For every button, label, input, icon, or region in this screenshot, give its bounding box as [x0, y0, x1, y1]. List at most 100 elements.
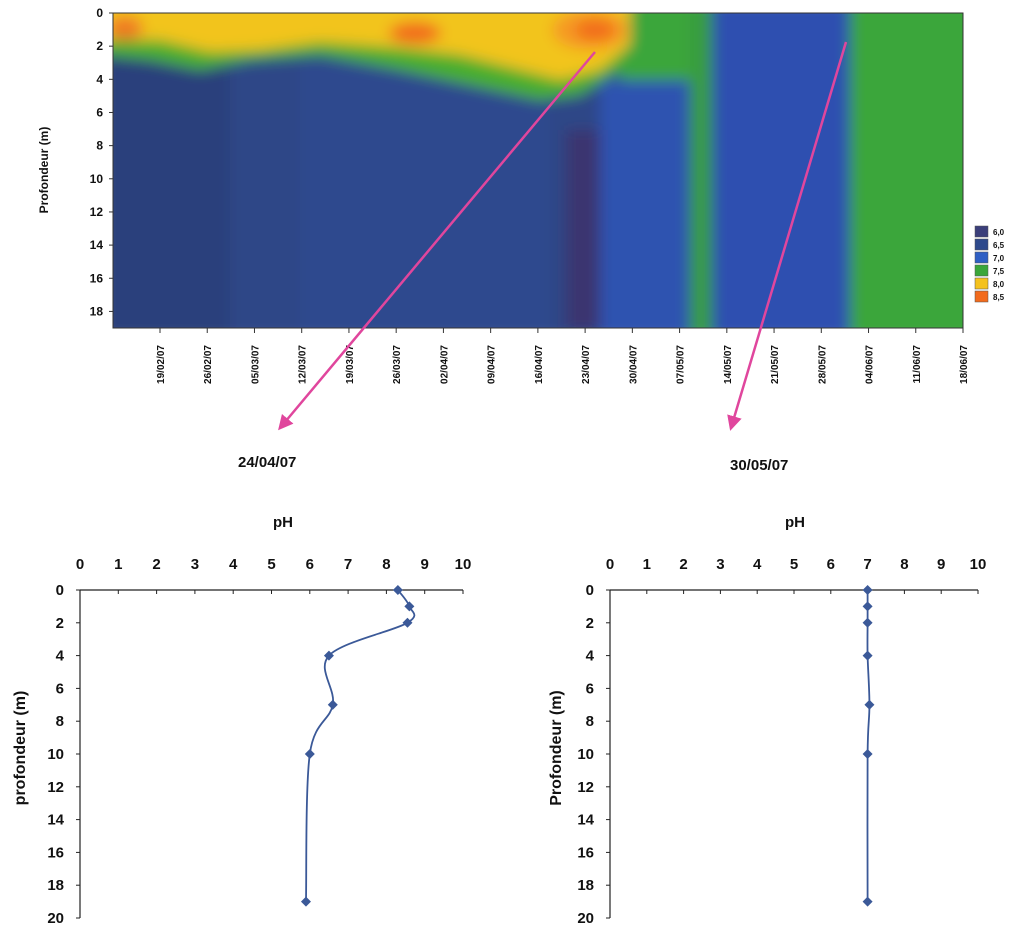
profile-1-y-label: profondeur (m) [12, 691, 29, 806]
annotation-date-1: 24/04/07 [238, 454, 296, 471]
profile-data-point [862, 896, 873, 907]
heatmap-y-tick-label: 2 [96, 39, 103, 53]
heatmap-x-tick-label: 30/04/07 [628, 345, 639, 384]
heatmap-y-tick-label: 4 [96, 72, 103, 86]
heatmap-y-tick-label: 0 [96, 6, 103, 20]
profile-x-tick-label: 6 [306, 556, 314, 573]
annotation-date-2: 30/05/07 [730, 457, 788, 474]
profile-y-tick-label: 8 [56, 713, 64, 730]
legend-swatch [974, 225, 989, 238]
profile-data-point [862, 650, 873, 661]
profile-x-tick-label: 6 [827, 556, 835, 573]
profile-x-tick-label: 4 [229, 556, 238, 573]
profile-y-tick-label: 12 [47, 779, 64, 796]
profile-x-tick-label: 1 [114, 556, 122, 573]
profile-x-tick-label: 1 [643, 556, 651, 573]
profile-x-tick-label: 8 [382, 556, 390, 573]
profile-y-tick-label: 2 [56, 615, 64, 632]
profile-y-tick-label: 12 [577, 779, 594, 796]
legend-label: 7,0 [993, 254, 1005, 263]
profile-y-tick-label: 10 [47, 746, 64, 763]
profile-data-point [304, 749, 315, 759]
heatmap-y-tick-label: 12 [90, 205, 104, 219]
legend-label: 8,5 [993, 293, 1005, 302]
profile-y-tick-label: 20 [47, 910, 64, 927]
profile-1-x-title: pH [273, 514, 293, 531]
profile-data-point [862, 749, 873, 759]
profile-x-tick-label: 10 [455, 556, 472, 573]
legend-label: 8,0 [993, 280, 1005, 289]
legend-swatch [974, 277, 989, 290]
profile-x-tick-label: 9 [937, 556, 945, 573]
heatmap-y-tick-label: 16 [90, 271, 104, 285]
heatmap-x-tick-label: 19/03/07 [345, 345, 356, 384]
heatmap-x-tick-label: 11/06/07 [912, 345, 923, 384]
profile-data-point [402, 617, 413, 628]
profile-x-tick-label: 5 [790, 556, 798, 573]
profile-data-point [862, 617, 873, 628]
heatmap-y-tick-label: 10 [90, 172, 104, 186]
heatmap-axes: 0 2 4 6 8 10 12 14 16 18 19/02/07 26/02/07 05/03/07 1… [90, 6, 970, 384]
heatmap-x-tick-label: 26/03/07 [392, 345, 403, 384]
profile-x-tick-label: 10 [970, 556, 987, 573]
profile-y-tick-label: 10 [577, 746, 594, 763]
heatmap-y-label: Profondeur (m) [37, 127, 51, 214]
profile-data-point [392, 585, 403, 595]
heatmap-x-tick-label: 02/04/07 [439, 345, 450, 384]
heatmap-x-tick-label: 05/03/07 [250, 345, 261, 384]
profile-x-tick-label: 9 [421, 556, 429, 573]
profile-y-tick-label: 0 [56, 582, 64, 599]
heatmap-legend: 6,0 6,5 7,0 7,5 8,0 8,5 [974, 225, 1005, 303]
profile-y-tick-label: 14 [47, 812, 64, 829]
profile-y-tick-label: 14 [577, 812, 594, 829]
profile-y-tick-label: 18 [577, 877, 594, 894]
heatmap-x-tick-label: 16/04/07 [534, 345, 545, 384]
profile-x-tick-label: 4 [753, 556, 762, 573]
heatmap-chart: 0 2 4 6 8 10 12 14 16 18 19/02/07 26/02/07 05/03/07 1… [37, 6, 1005, 474]
legend-swatch [974, 264, 989, 277]
profile-2-x-title: pH [785, 514, 805, 531]
heatmap-x-tick-label: 07/05/07 [676, 345, 687, 384]
heatmap-y-tick-label: 18 [90, 304, 104, 318]
profile-y-tick-label: 18 [47, 877, 64, 894]
legend-swatch [974, 251, 989, 264]
heatmap-x-tick-label: 21/05/07 [770, 345, 781, 384]
profile-2-y-label: Profondeur (m) [548, 690, 565, 806]
profile-data-point [862, 585, 873, 595]
heatmap-x-tick-label: 23/04/07 [581, 345, 592, 384]
heatmap-surface [113, 13, 963, 328]
legend-label: 6,0 [993, 228, 1005, 237]
profile-y-tick-label: 6 [586, 680, 594, 697]
profile-x-tick-label: 3 [716, 556, 724, 573]
heatmap-y-tick-label: 14 [90, 238, 104, 252]
profile-data-point [300, 896, 311, 907]
profile-y-tick-label: 6 [56, 680, 64, 697]
heatmap-x-tick-label: 28/05/07 [817, 345, 828, 384]
heatmap-x-tick-label: 26/02/07 [203, 345, 214, 384]
heatmap-y-tick-label: 6 [96, 105, 103, 119]
profile-x-tick-label: 7 [863, 556, 871, 573]
profile-data-point [327, 699, 338, 710]
profile-y-tick-label: 16 [47, 844, 64, 861]
profile-x-tick-label: 5 [267, 556, 275, 573]
legend-label: 6,5 [993, 241, 1005, 250]
profile-y-tick-label: 8 [586, 713, 594, 730]
profile-data-point [323, 650, 334, 661]
profile-x-tick-label: 2 [152, 556, 160, 573]
profile-data-point [864, 699, 875, 710]
profile-x-tick-label: 0 [76, 556, 84, 573]
heatmap-y-tick-label: 8 [96, 139, 103, 153]
profile-y-tick-label: 4 [586, 648, 595, 665]
profile-data-point [862, 601, 873, 612]
ph-profile-chart-1: pH profondeur (m) 0 1 2 3 4 5 6 7 8 9 100246810121… [12, 514, 471, 927]
profile-x-tick-label: 8 [900, 556, 908, 573]
profile-y-tick-label: 4 [56, 648, 65, 665]
profile-series-line [866, 589, 871, 902]
profile-data-point [404, 601, 415, 612]
legend-swatch [974, 290, 989, 303]
ph-profile-chart-2: pH Profondeur (m) 0 1 2 3 4 5 6 7 8 9 100246810121… [548, 514, 986, 927]
profile-y-tick-label: 2 [586, 615, 594, 632]
heatmap-x-tick-label: 14/05/07 [723, 345, 734, 384]
profile-series-line [305, 589, 416, 902]
